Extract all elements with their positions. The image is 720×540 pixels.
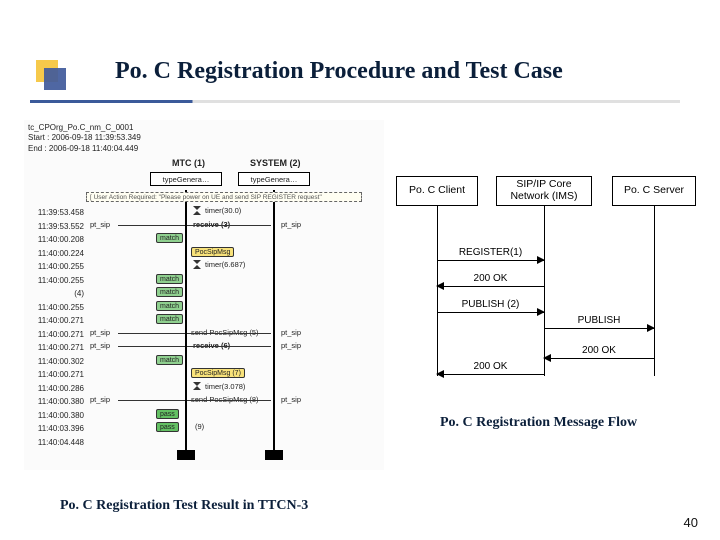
ts-1: 11:39:53.552 — [26, 220, 84, 234]
left-caption: Po. C Registration Test Result in TTCN-3 — [60, 498, 308, 514]
ts-14: 11:40:00.380 — [26, 409, 84, 423]
log-row: pt_sipreceive (3)pt_sip — [84, 220, 384, 234]
ts-8: 11:40:00.271 — [26, 328, 84, 342]
log-row: pt_sipsend PocSipMsg (8)pt_sip — [84, 395, 384, 409]
log-row: timer(6.687) — [84, 260, 384, 274]
actor-ims: SIP/IP Core Network (IMS) — [496, 176, 592, 206]
ts-12: 11:40:00.286 — [26, 382, 84, 396]
log-row: pt_sipreceive (6)pt_sip — [84, 341, 384, 355]
log-row: pass(9) — [84, 422, 384, 436]
col-mtc-note: (1) — [194, 158, 205, 168]
page-title: Po. C Registration Procedure and Test Ca… — [115, 58, 563, 85]
msg-arrow: PUBLISH (2) — [437, 312, 544, 313]
ts-0: 11:39:53.458 — [26, 206, 84, 220]
log-row: pass — [84, 409, 384, 423]
col-system-note: (2) — [290, 158, 301, 168]
mtc-typebox: typeGenera… — [150, 172, 222, 186]
log-end: End : 2006-09-18 11:40:04.449 — [28, 144, 380, 154]
timestamp-column: 11:39:53.458 11:39:53.552 11:40:00.208 1… — [26, 206, 84, 449]
log-header: tc_CPOrg_Po.C_nm_C_0001 Start : 2006-09-… — [24, 120, 384, 157]
right-caption: Po. C Registration Message Flow — [440, 415, 637, 431]
col-mtc: MTC (1) — [172, 158, 205, 168]
log-row: match — [84, 355, 384, 369]
log-row: pt_sipsend PocSipMsg (5)pt_sip — [84, 328, 384, 342]
msg-arrow: 200 OK — [544, 358, 654, 359]
ts-15: 11:40:03.396 — [26, 422, 84, 436]
system-typebox: typeGenera… — [238, 172, 310, 186]
message-flow: Po. C Client SIP/IP Core Network (IMS) Po.… — [396, 176, 698, 386]
log-row: timer(30.0) — [84, 206, 384, 220]
user-action-note: [ User Action Required: "Please power on… — [86, 192, 362, 202]
log-row: match — [84, 274, 384, 288]
actor-server: Po. C Server — [612, 176, 696, 206]
title-underline — [30, 100, 680, 103]
log-row: match — [84, 233, 384, 247]
ts-7: 11:40:00.271 — [26, 314, 84, 328]
ts-16: 11:40:04.448 — [26, 436, 84, 450]
ts-4: 11:40:00.255 — [26, 260, 84, 274]
system-lifefoot — [265, 450, 283, 460]
log-row: PocSipMsg (7) — [84, 368, 384, 382]
log-tc-name: tc_CPOrg_Po.C_nm_C_0001 — [28, 123, 380, 133]
log-row: match — [84, 314, 384, 328]
msg-arrow: 200 OK — [437, 374, 544, 375]
msg-arrow: 200 OK — [437, 286, 544, 287]
col-system-label: SYSTEM — [250, 158, 287, 168]
ttcn3-log-panel: tc_CPOrg_Po.C_nm_C_0001 Start : 2006-09-… — [24, 120, 384, 470]
ts-2: 11:40:00.208 — [26, 233, 84, 247]
col-mtc-label: MTC — [172, 158, 192, 168]
log-row: timer(3.078) — [84, 382, 384, 396]
ts-5: 11:40:00.255 (4) — [26, 274, 84, 301]
lifeline-server — [654, 206, 655, 376]
ts-9: 11:40:00.271 — [26, 341, 84, 355]
ts-6: 11:40:00.255 — [26, 301, 84, 315]
actor-client: Po. C Client — [396, 176, 478, 206]
log-row: PocSipMsg — [84, 247, 384, 261]
lifeline-client — [437, 206, 438, 376]
col-system: SYSTEM (2) — [250, 158, 301, 168]
ts-13: 11:40:00.380 — [26, 395, 84, 409]
ts-10: 11:40:00.302 — [26, 355, 84, 369]
msg-arrow: PUBLISH — [544, 328, 654, 329]
msg-arrow: REGISTER(1) — [437, 260, 544, 261]
header-accent — [36, 60, 66, 90]
log-diagram: MTC (1) SYSTEM (2) typeGenera… typeGener… — [24, 162, 384, 470]
ts-11: 11:40:00.271 — [26, 368, 84, 382]
log-row: match — [84, 287, 384, 301]
page-number: 40 — [684, 515, 698, 530]
log-row: match — [84, 301, 384, 315]
ts-3: 11:40:00.224 — [26, 247, 84, 261]
mtc-lifefoot — [177, 450, 195, 460]
log-start: Start : 2006-09-18 11:39:53.349 — [28, 133, 380, 143]
